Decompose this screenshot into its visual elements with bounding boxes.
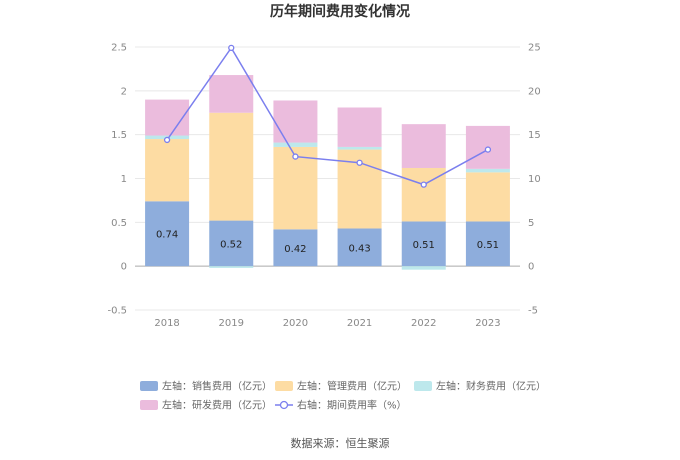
legend-item[interactable]: 左轴：研发费用（亿元） [140,399,272,412]
legend[interactable]: 左轴：销售费用（亿元） 左轴：管理费用（亿元） 左轴：财务费用（亿元） 左轴：研发费用… [140,380,546,412]
x-tick-label: 2021 [347,318,372,329]
x-tick-label: 2022 [411,318,436,329]
bar[interactable] [337,228,382,267]
left-tick-label: 1 [121,174,127,185]
bar-group [145,75,510,270]
bar[interactable] [209,266,254,268]
legend-item[interactable]: 右轴：期间费用率（%） [275,399,407,412]
legend-swatch [140,400,158,410]
bar-value-label: 0.51 [477,240,499,251]
bar-value-label: 0.51 [413,240,435,251]
bar-value-label: 0.42 [284,244,306,255]
bar-value-label: 0.43 [348,243,370,254]
legend-label: 左轴：管理费用（亿元） [297,380,407,393]
legend-swatch [414,381,432,391]
left-tick-label: 0.5 [111,218,127,229]
legend-swatch [140,381,158,391]
data-labels: 0.74 0.52 0.42 0.43 0.51 0.51 [156,230,499,255]
line-series [163,44,492,188]
bar[interactable] [465,172,510,222]
bar[interactable] [145,99,190,136]
left-axis-ticks: -0.5 0 0.5 1 1.5 2 2.5 [107,43,127,317]
legend-swatch [275,381,293,391]
right-tick-label: 10 [528,174,541,185]
x-tick-label: 2020 [283,318,308,329]
legend-label: 左轴：研发费用（亿元） [162,399,272,412]
legend-label: 右轴：期间费用率（%） [297,399,407,412]
rate-line [166,46,489,186]
x-tick-label: 2019 [219,318,244,329]
bar[interactable] [273,142,318,147]
bar[interactable] [273,146,318,230]
legend-label: 左轴：销售费用（亿元） [162,380,272,393]
right-tick-label: -5 [528,306,538,317]
bar[interactable] [401,221,446,267]
right-tick-label: 15 [528,130,541,141]
right-axis-ticks: -5 0 5 10 15 20 25 [528,43,541,317]
left-tick-label: 1.5 [111,130,127,141]
category-labels: 2018 2019 2020 2021 2022 2023 [154,318,500,329]
bar[interactable] [465,168,510,173]
left-tick-label: 2.5 [111,43,127,54]
right-tick-label: 25 [528,43,541,54]
bar[interactable] [209,75,254,113]
left-tick-label: -0.5 [107,306,127,317]
chart-title: 历年期间费用变化情况 [270,3,410,20]
bar[interactable] [145,201,190,267]
grid-lines [135,46,520,311]
bar[interactable] [401,266,446,270]
bar[interactable] [465,221,510,267]
line-point[interactable] [356,159,363,166]
left-tick-label: 0 [121,262,127,273]
line-point[interactable] [484,146,492,153]
legend-label: 左轴：财务费用（亿元） [436,380,546,393]
bar[interactable] [273,229,318,267]
legend-item[interactable]: 左轴：财务费用（亿元） [414,380,546,393]
bar[interactable] [209,220,254,267]
x-tick-label: 2023 [475,318,500,329]
right-tick-label: 5 [528,218,534,229]
bar[interactable] [337,107,382,147]
line-point[interactable] [420,181,427,188]
right-tick-label: 20 [528,86,541,97]
legend-marker [279,400,289,410]
bar-value-label: 0.52 [220,239,242,250]
line-point[interactable] [163,136,171,144]
line-point[interactable] [292,153,299,160]
source-note: 数据来源：恒生聚源 [291,436,390,450]
legend-item[interactable]: 左轴：销售费用（亿元） [140,380,272,393]
x-tick-label: 2018 [154,318,179,329]
bar-value-label: 0.74 [156,230,178,241]
legend-item[interactable]: 左轴：管理费用（亿元） [275,380,407,393]
bar[interactable] [145,139,190,202]
line-point[interactable] [228,44,235,52]
bar[interactable] [337,146,382,150]
bar[interactable] [273,100,318,143]
bar[interactable] [401,124,446,168]
right-tick-label: 0 [528,262,534,273]
bar[interactable] [209,112,254,221]
left-tick-label: 2 [121,86,127,97]
